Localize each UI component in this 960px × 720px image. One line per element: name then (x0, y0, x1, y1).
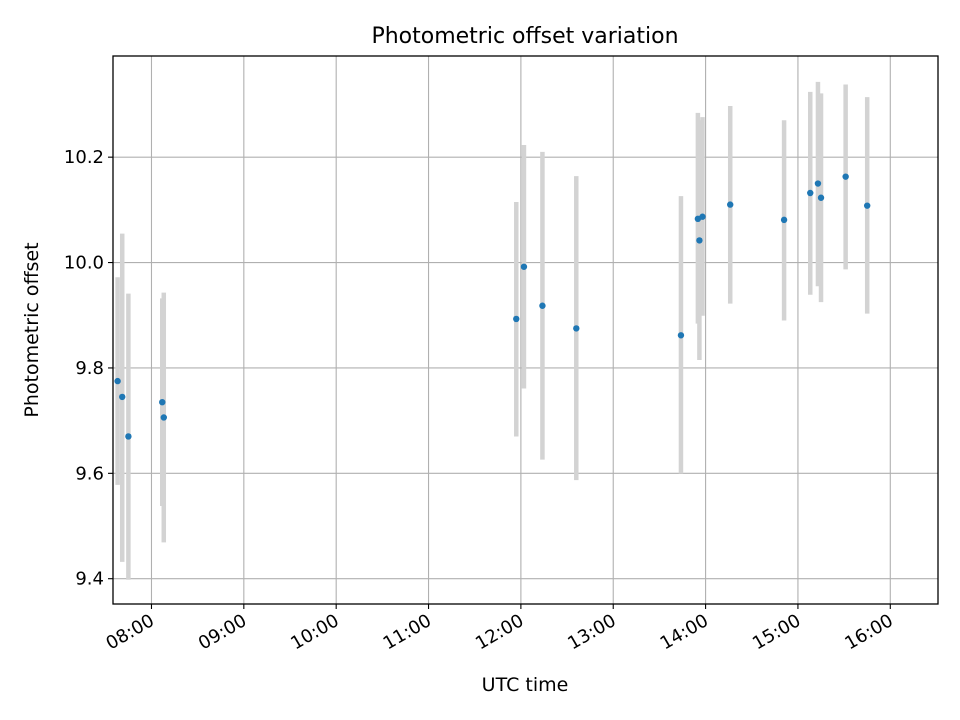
y-axis-label: Photometric offset (21, 242, 43, 417)
data-point (677, 332, 685, 339)
data-points (114, 173, 871, 440)
data-point (863, 202, 871, 209)
data-point (159, 398, 166, 406)
data-point (817, 194, 825, 201)
y-tick-label: 9.6 (75, 463, 104, 484)
data-point (520, 263, 528, 270)
y-tick-label: 9.4 (75, 569, 104, 590)
data-point (119, 393, 126, 401)
data-point (780, 216, 788, 224)
y-tick-label: 10.0 (64, 253, 104, 274)
y-tick-label: 9.8 (75, 358, 104, 379)
data-point (114, 377, 121, 385)
data-point (842, 173, 849, 180)
data-point (573, 325, 580, 332)
data-point (539, 302, 546, 309)
data-point (699, 213, 706, 220)
data-point (727, 201, 734, 208)
x-axis-label: UTC time (482, 674, 569, 696)
axes-frame (112, 55, 939, 605)
data-point (807, 189, 814, 197)
data-point (160, 414, 167, 421)
data-point (814, 180, 822, 187)
data-point (125, 433, 132, 440)
y-tick-label: 10.2 (64, 147, 104, 168)
data-point (696, 237, 703, 244)
data-point (513, 315, 520, 323)
chart-title: Photometric offset variation (371, 24, 678, 49)
